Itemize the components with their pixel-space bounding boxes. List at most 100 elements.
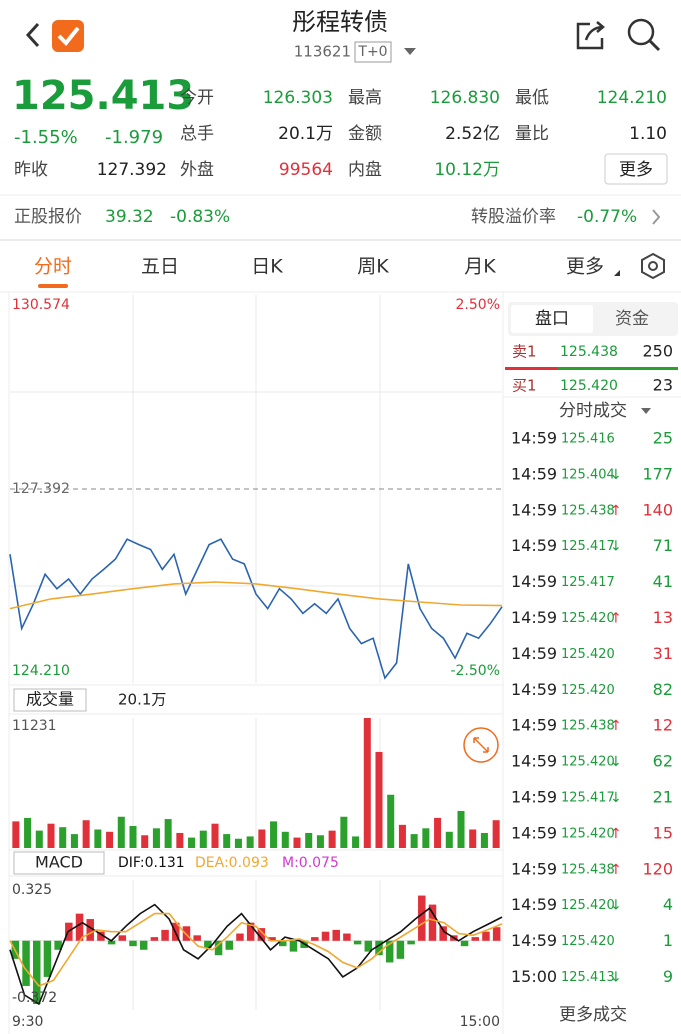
- trade-time: 14:59: [511, 429, 557, 448]
- stock-label: 正股报价: [14, 207, 82, 227]
- series-line: [9, 538, 503, 680]
- volume-bar: [117, 816, 125, 848]
- bid-label: 买1: [512, 377, 537, 395]
- more-button[interactable]: [604, 153, 668, 185]
- more-trades[interactable]: 更多成交: [559, 1005, 627, 1025]
- volume-bar: [258, 829, 266, 848]
- app-logo: [52, 20, 84, 52]
- x-tick-label: 15:00: [460, 1014, 500, 1030]
- back-button[interactable]: [25, 22, 40, 48]
- expand-icon: [473, 737, 489, 753]
- trade-arrow: ↓: [610, 970, 622, 986]
- bid-bar: [558, 367, 678, 370]
- chart-tab[interactable]: 日K: [251, 256, 283, 278]
- volume-bar: [281, 831, 289, 848]
- trade-volume: 120: [642, 859, 673, 878]
- side-tab-active[interactable]: [511, 305, 593, 333]
- chart-tab[interactable]: 更多: [566, 256, 604, 278]
- field-value: 127.392: [97, 160, 167, 180]
- side-tab[interactable]: 盘口: [535, 309, 569, 329]
- trade-volume: 71: [653, 536, 673, 555]
- x-tick-label: 9:30: [12, 1014, 43, 1030]
- macd-bar: [492, 927, 501, 941]
- tick-label: 11231: [12, 718, 57, 734]
- macd-bar: [353, 940, 362, 945]
- chart-tab[interactable]: 五日: [141, 256, 179, 278]
- trade-volume: 1: [663, 931, 673, 950]
- trade-arrow: ↓: [610, 467, 622, 483]
- macd-bar: [214, 940, 223, 956]
- chart-tab[interactable]: 分时: [34, 256, 72, 278]
- ask-price: 125.438: [560, 344, 618, 360]
- search-button[interactable]: [627, 18, 655, 46]
- macd-bar: [32, 940, 41, 1005]
- chart-tab[interactable]: 周K: [357, 256, 389, 278]
- macd-bar: [225, 940, 234, 950]
- trade-price: 125.404: [561, 467, 615, 482]
- trade-time: 14:59: [511, 572, 557, 591]
- trade-volume: 62: [653, 752, 673, 771]
- trade-price: 125.438: [561, 719, 615, 734]
- volume-bar: [492, 820, 500, 848]
- trade-volume: 9: [663, 967, 673, 986]
- volume-bar: [457, 810, 465, 848]
- macd-bar: [268, 937, 276, 941]
- macd-bar: [236, 933, 244, 941]
- volume-bar: [82, 820, 90, 848]
- macd-bar: [278, 940, 287, 947]
- trade-volume: 4: [663, 895, 673, 914]
- trade-price: 125.420: [561, 683, 615, 698]
- legend-entry: DIF:0.131: [118, 855, 185, 871]
- trade-arrow: ↑: [610, 611, 622, 627]
- volume-bar: [445, 831, 453, 848]
- legend-entry: M:0.075: [282, 855, 339, 871]
- volume-bar: [352, 836, 360, 848]
- macd-bar: [385, 940, 394, 963]
- premium-label: 转股溢价率: [471, 207, 556, 227]
- chevron[interactable]: [652, 209, 661, 225]
- side-tab[interactable]: 资金: [615, 309, 649, 329]
- chart-tab[interactable]: 月K: [464, 256, 496, 278]
- volume-bar: [363, 718, 371, 848]
- macd-bar: [343, 933, 351, 941]
- volume-bar: [106, 831, 114, 848]
- volume-bar: [234, 838, 242, 848]
- trade-volume: 82: [653, 680, 673, 699]
- trade-volume: 15: [653, 823, 673, 842]
- bid-price: 125.420: [560, 378, 618, 394]
- macd-bar: [375, 940, 383, 956]
- trade-volume: 12: [653, 716, 673, 735]
- trade-arrow: ↑: [610, 862, 622, 878]
- dropdown-arrow[interactable]: [641, 408, 651, 414]
- trade-time: 14:59: [511, 752, 557, 771]
- field-value: 99564: [279, 160, 333, 180]
- expand-button[interactable]: [463, 727, 499, 763]
- field-value: 126.303: [263, 88, 333, 108]
- series-line: [9, 912, 503, 987]
- trade-price: 125.438: [561, 503, 615, 518]
- trade-time: 14:59: [511, 859, 557, 878]
- volume-bar: [188, 837, 196, 848]
- volume-bar: [328, 830, 336, 848]
- quote-fields: 今开 126.303 最高 126.830 最低 124.210 总手 20.1万 金额 2.52…: [180, 88, 667, 180]
- share-button[interactable]: [576, 21, 605, 50]
- last-price: 125.413: [12, 73, 194, 119]
- volume-bar: [141, 835, 149, 848]
- macd-bar: [107, 940, 116, 945]
- trade-arrow: ↓: [610, 754, 622, 770]
- logo-check: [57, 26, 80, 46]
- dropdown-arrow[interactable]: [404, 48, 416, 55]
- field-label: 总手: [180, 124, 214, 144]
- tab-underline: [38, 284, 68, 288]
- macd-bar: [471, 937, 480, 941]
- field-value: 20.1万: [278, 124, 333, 144]
- tick-label: -0.372: [12, 990, 57, 1006]
- settings-button[interactable]: [641, 252, 665, 280]
- trade-arrow: ↓: [610, 790, 622, 806]
- tick-label: -2.50%: [450, 663, 500, 679]
- field-label: 今开: [180, 88, 214, 108]
- trade-price: 125.420: [561, 826, 615, 841]
- trade-price: 125.438: [561, 862, 615, 877]
- field-value: 10.12万: [434, 160, 500, 180]
